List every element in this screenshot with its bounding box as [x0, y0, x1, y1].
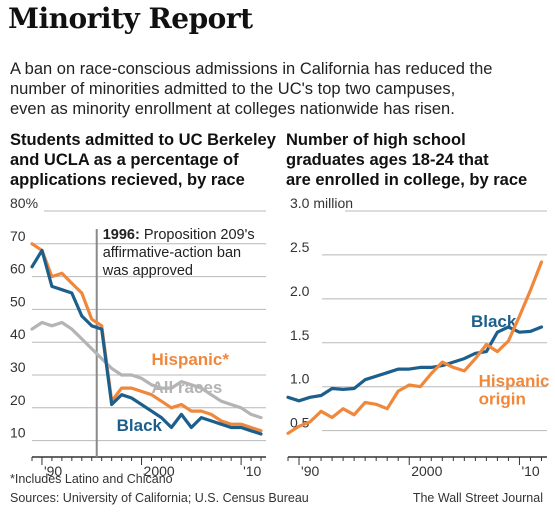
y-tick-label: 3.0 million	[290, 195, 353, 211]
y-tick-label: 50	[10, 293, 26, 309]
left-chart-title-line: and UCLA as a percentage of	[10, 151, 239, 169]
y-tick-label: 1.0	[290, 371, 310, 387]
y-tick-label: 2.0	[290, 283, 310, 299]
credit-line: The Wall Street Journal	[412, 491, 543, 505]
series-label-all: All races	[151, 378, 222, 397]
intro-line: even as minority enrollment at colleges …	[10, 100, 455, 118]
right-chart-title: Number of high school graduates ages 18-…	[286, 130, 546, 190]
series-label-hispanic: Hispanic	[479, 372, 550, 391]
series-label-black: Black	[117, 416, 163, 435]
annotation-text: affirmative-action ban	[103, 245, 241, 261]
series-line-hispanic	[286, 260, 544, 435]
y-tick-label: 70	[10, 228, 26, 244]
y-tick-label: 10	[10, 425, 26, 441]
x-tick-label: '10	[521, 463, 539, 479]
right-chart-title-line: are enrolled in college, by race	[286, 171, 528, 189]
y-tick-label: 40	[10, 326, 26, 342]
footnote: *Includes Latino and Chicano	[10, 472, 173, 486]
left-chart-title-line: Students admitted to UC Berkeley	[10, 131, 276, 149]
y-tick-label: 0.5	[290, 415, 310, 431]
series-line-all	[30, 320, 263, 420]
intro-line: A ban on race-conscious admissions in Ca…	[10, 60, 493, 78]
sources-note: Sources: University of California; U.S. …	[10, 491, 309, 505]
y-tick-label: 20	[10, 392, 26, 408]
annotation-text: was approved	[102, 263, 193, 279]
y-tick-label: 2.5	[290, 239, 310, 255]
series-line-hispanic	[30, 242, 263, 433]
y-tick-label: 30	[10, 359, 26, 375]
y-tick-label: 80%	[10, 195, 38, 211]
intro-text: A ban on race-conscious admissions in Ca…	[10, 59, 550, 119]
series-label-black: Black	[471, 312, 517, 331]
x-tick-label: 2000	[411, 463, 442, 479]
series-label-hispanic: origin	[479, 390, 526, 409]
right-chart-title-line: Number of high school	[286, 131, 466, 149]
intro-line: number of minorities admitted to the UC'…	[10, 80, 456, 98]
x-tick-label: '90	[44, 463, 62, 479]
series-line-black	[30, 248, 263, 436]
annotation-text: 1996: Proposition 209's	[103, 227, 255, 243]
page-title: Minority Report	[8, 2, 253, 35]
left-chart-title-line: applications recieved, by race	[10, 171, 245, 189]
x-tick-label: '10	[243, 463, 261, 479]
series-line-black	[286, 325, 544, 403]
right-chart-title-line: graduates ages 18-24 that	[286, 151, 489, 169]
x-tick-label: 2000	[144, 463, 175, 479]
y-tick-label: 60	[10, 261, 26, 277]
series-label-hispanic: Hispanic*	[151, 350, 229, 369]
x-tick-label: '90	[301, 463, 319, 479]
left-chart-title: Students admitted to UC Berkeley and UCL…	[10, 130, 280, 190]
y-tick-label: 1.5	[290, 327, 310, 343]
